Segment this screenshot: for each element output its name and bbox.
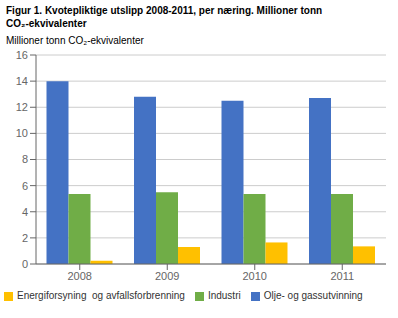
svg-text:14: 14 (16, 75, 28, 87)
svg-text:2010: 2010 (243, 270, 267, 282)
svg-text:6: 6 (22, 180, 28, 192)
html-text:Energiforsyning og avfallsforb: Energiforsyning og avfallsforbrenning (17, 290, 185, 301)
svg-text:2: 2 (22, 232, 28, 244)
html-text:Figur 1. Kvotepliktige utslipp: Figur 1. Kvotepliktige utslipp 2008-2011… (6, 5, 323, 29)
svg-text:0: 0 (22, 258, 28, 270)
svg-text:12: 12 (16, 101, 28, 113)
svg-text:2009: 2009 (155, 270, 179, 282)
html-text:Olje- og gassutvinning: Olje- og gassutvinning (263, 290, 363, 301)
svg-text:2008: 2008 (68, 270, 92, 282)
svg-text:10: 10 (16, 127, 28, 139)
svg-text:4: 4 (22, 206, 28, 218)
html-text:Industri: Industri (207, 290, 241, 301)
svg-text:2011: 2011 (330, 270, 354, 282)
html-text:Millioner tonn CO₂-ekvivalente: Millioner tonn CO₂-ekvivalenter (6, 35, 144, 46)
svg-text:8: 8 (22, 153, 28, 165)
svg-text:16: 16 (16, 49, 28, 61)
